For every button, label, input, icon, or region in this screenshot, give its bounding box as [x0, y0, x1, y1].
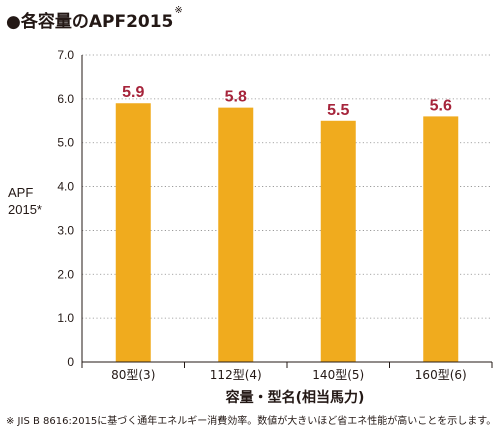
bar [320, 120, 356, 363]
chart-title: ●各容量のAPF2015※ [6, 5, 183, 32]
bar [218, 107, 254, 362]
y-tick-label: 2.0 [57, 267, 74, 281]
y-tick-label: 4.0 [57, 180, 74, 194]
y-tick-label: 1.0 [57, 311, 74, 325]
footnote: ※ JIS B 8616:2015に基づく通年エネルギー消費効率。数値が大きいほ… [6, 416, 497, 427]
x-tick-label: 80型(3) [111, 368, 155, 382]
title-bullet: ● [6, 12, 21, 32]
y-axis-label-main: APF [8, 185, 34, 200]
bar [115, 103, 151, 362]
bar [423, 116, 459, 363]
x-tick-label: 112型(4) [210, 368, 262, 382]
bar-value-label: 5.9 [122, 84, 144, 101]
y-tick-label: 6.0 [57, 92, 74, 106]
y-tick-label: 5.0 [57, 136, 74, 150]
x-axis-label: 容量・型名(相当馬力) [225, 389, 365, 406]
y-tick-label: 0 [67, 355, 74, 369]
bar-value-label: 5.8 [225, 89, 247, 106]
y-tick-label: 7.0 [57, 48, 74, 62]
x-tick-label: 140型(5) [312, 368, 364, 382]
y-axis-label: APF 2015* [8, 184, 42, 218]
y-tick-label: 3.0 [57, 223, 74, 237]
x-tick-label: 160型(6) [415, 368, 467, 382]
y-axis-label-sub: 2015* [8, 202, 42, 217]
title-footnote-mark: ※ [174, 5, 183, 16]
bar-value-label: 5.6 [430, 97, 452, 114]
title-text: 各容量のAPF2015 [20, 12, 174, 32]
bar-value-label: 5.5 [327, 102, 349, 119]
